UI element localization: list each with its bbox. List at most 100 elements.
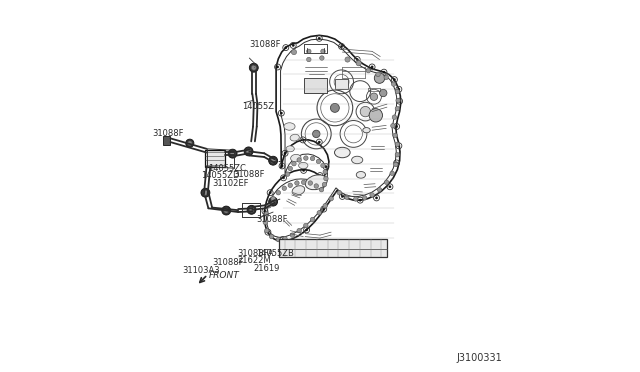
Circle shape <box>395 142 399 147</box>
Circle shape <box>394 162 398 167</box>
Circle shape <box>397 145 400 147</box>
Circle shape <box>276 66 278 68</box>
Text: 31088FA: 31088FA <box>237 249 274 258</box>
Circle shape <box>283 237 287 241</box>
Circle shape <box>267 203 271 208</box>
Bar <box>163 136 170 145</box>
Circle shape <box>370 93 378 100</box>
Ellipse shape <box>299 162 308 169</box>
Circle shape <box>399 100 401 102</box>
Circle shape <box>369 109 383 122</box>
Circle shape <box>356 61 362 66</box>
Circle shape <box>392 115 397 119</box>
Circle shape <box>282 177 285 179</box>
Circle shape <box>390 171 394 176</box>
Circle shape <box>330 103 339 112</box>
Circle shape <box>371 66 373 68</box>
Circle shape <box>246 149 251 154</box>
Text: 31088F: 31088F <box>234 170 265 179</box>
Circle shape <box>308 181 312 185</box>
Bar <box>279 239 387 257</box>
Circle shape <box>281 165 283 167</box>
Text: 14055ZC: 14055ZC <box>209 164 246 173</box>
Text: 31088F: 31088F <box>212 258 244 267</box>
Circle shape <box>324 176 328 181</box>
Circle shape <box>384 75 388 80</box>
Circle shape <box>319 56 324 60</box>
Circle shape <box>394 78 396 81</box>
Circle shape <box>329 196 333 201</box>
Circle shape <box>186 139 194 147</box>
Circle shape <box>297 158 301 162</box>
Ellipse shape <box>363 128 370 133</box>
Circle shape <box>249 207 254 212</box>
Circle shape <box>337 190 342 195</box>
Circle shape <box>297 228 301 233</box>
Ellipse shape <box>335 147 350 158</box>
Circle shape <box>397 88 400 90</box>
Circle shape <box>353 197 358 201</box>
Circle shape <box>321 163 325 168</box>
Circle shape <box>370 193 374 197</box>
Circle shape <box>380 89 387 97</box>
Circle shape <box>302 139 304 141</box>
Text: 14055ZB: 14055ZB <box>256 249 294 258</box>
Circle shape <box>392 82 396 86</box>
Circle shape <box>222 206 231 215</box>
Circle shape <box>294 181 299 185</box>
Circle shape <box>319 187 324 192</box>
Circle shape <box>378 187 381 192</box>
Circle shape <box>264 210 266 212</box>
Circle shape <box>303 223 308 228</box>
Circle shape <box>285 172 290 176</box>
Text: 31088F: 31088F <box>250 40 281 49</box>
Circle shape <box>395 106 399 111</box>
Circle shape <box>341 195 344 198</box>
Circle shape <box>230 151 235 156</box>
Circle shape <box>292 44 294 46</box>
Circle shape <box>374 73 385 83</box>
Circle shape <box>314 184 319 188</box>
Circle shape <box>389 186 391 188</box>
Circle shape <box>321 49 325 54</box>
Circle shape <box>288 183 292 187</box>
Circle shape <box>188 141 192 145</box>
Circle shape <box>291 233 294 237</box>
Circle shape <box>325 166 327 168</box>
Circle shape <box>263 220 268 225</box>
Ellipse shape <box>286 146 294 152</box>
Circle shape <box>396 98 401 103</box>
Circle shape <box>356 58 358 61</box>
Circle shape <box>228 149 237 158</box>
Circle shape <box>303 169 305 171</box>
Circle shape <box>271 199 276 204</box>
Circle shape <box>385 180 389 185</box>
Circle shape <box>340 45 342 48</box>
Text: 31102EF: 31102EF <box>212 179 248 187</box>
Circle shape <box>285 46 287 49</box>
Ellipse shape <box>284 123 295 130</box>
Circle shape <box>267 231 269 233</box>
Circle shape <box>224 208 228 213</box>
Circle shape <box>269 234 274 239</box>
Circle shape <box>323 208 325 210</box>
Ellipse shape <box>290 134 300 141</box>
Circle shape <box>292 161 296 166</box>
Circle shape <box>396 125 397 128</box>
Ellipse shape <box>356 171 365 178</box>
Circle shape <box>366 68 371 73</box>
Circle shape <box>269 156 278 165</box>
Circle shape <box>317 211 321 215</box>
Circle shape <box>250 63 259 72</box>
Circle shape <box>269 197 278 206</box>
Circle shape <box>269 192 271 194</box>
Circle shape <box>310 156 315 161</box>
Circle shape <box>264 212 269 216</box>
Circle shape <box>316 159 321 164</box>
Circle shape <box>276 190 280 195</box>
Circle shape <box>284 152 286 154</box>
Text: 21622M: 21622M <box>237 256 271 265</box>
Circle shape <box>359 199 362 201</box>
Circle shape <box>323 170 328 174</box>
Text: FRONT: FRONT <box>209 271 239 280</box>
